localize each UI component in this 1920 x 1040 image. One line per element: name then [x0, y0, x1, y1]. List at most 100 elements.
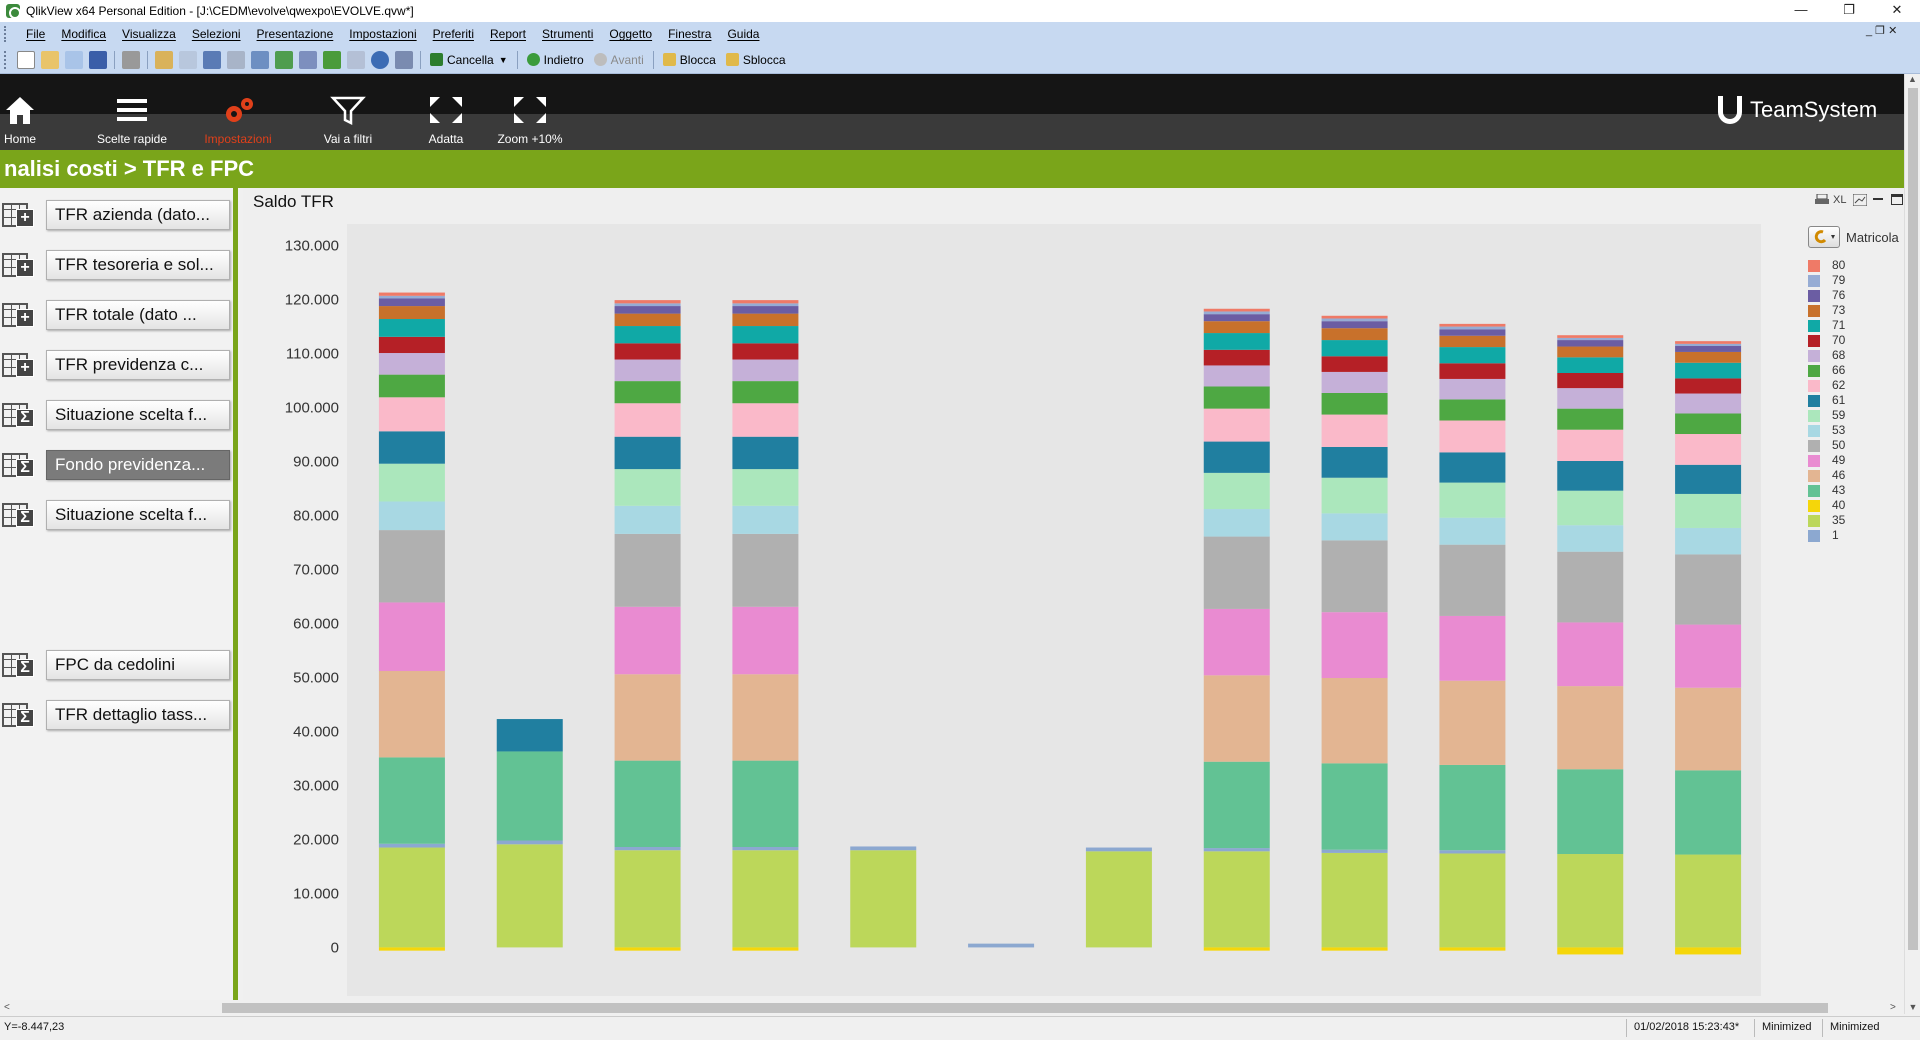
nav-home-button[interactable]: Home	[0, 94, 40, 146]
bar-segment-40[interactable]	[1557, 947, 1624, 955]
bar-segment-46[interactable]	[1321, 678, 1388, 764]
scroll-left-icon[interactable]: <	[4, 1002, 10, 1013]
bar-segment-61[interactable]	[1675, 464, 1742, 494]
bar-segment-59[interactable]	[1557, 490, 1624, 526]
bar-segment-80[interactable]	[732, 300, 799, 304]
bar-segment-53[interactable]	[1675, 527, 1742, 555]
check-icon[interactable]	[275, 50, 293, 69]
sidebar-item[interactable]: Σ Situazione scelta f...	[0, 498, 234, 532]
bar-segment-46[interactable]	[1203, 675, 1270, 762]
bar-segment-49[interactable]	[1321, 612, 1388, 679]
bar-segment-76[interactable]	[1321, 321, 1388, 329]
bar-segment-43[interactable]	[1557, 769, 1624, 855]
bar-segment-1[interactable]	[1321, 849, 1388, 853]
bar-segment-53[interactable]	[1557, 525, 1624, 552]
nav-fit-button[interactable]: Adatta	[426, 94, 466, 146]
bar-segment-68[interactable]	[1321, 371, 1388, 393]
bar-segment-73[interactable]	[614, 313, 681, 327]
bar-segment-80[interactable]	[614, 300, 681, 304]
bar-segment-79[interactable]	[614, 303, 681, 307]
forward-button[interactable]: Avanti	[589, 49, 649, 71]
bar-segment-62[interactable]	[1439, 420, 1506, 453]
bar-segment-50[interactable]	[378, 530, 445, 603]
legend-item[interactable]: 49	[1808, 453, 1845, 468]
bar-segment-35[interactable]	[732, 850, 799, 948]
bar-segment-1[interactable]	[496, 840, 563, 845]
sidebar-item[interactable]: Σ FPC da cedolini	[0, 648, 234, 682]
bar-segment-49[interactable]	[1675, 624, 1742, 688]
bar-segment-1[interactable]	[378, 843, 445, 848]
bar-segment-1[interactable]	[732, 846, 799, 851]
bar-segment-68[interactable]	[1439, 378, 1506, 400]
context-help-icon[interactable]	[395, 50, 413, 69]
menu-visualizza[interactable]: Visualizza	[122, 27, 176, 41]
new-document-icon[interactable]	[17, 50, 35, 69]
bar-segment-76[interactable]	[1203, 314, 1270, 322]
menu-grip[interactable]	[4, 26, 10, 42]
bar-segment-76[interactable]	[378, 298, 445, 307]
bar-segment-61[interactable]	[732, 436, 799, 470]
legend-item[interactable]: 59	[1808, 408, 1845, 423]
bar-segment-62[interactable]	[732, 403, 799, 437]
bar-segment-73[interactable]	[378, 306, 445, 320]
bar-segment-59[interactable]	[378, 463, 445, 502]
vertical-scrollbar[interactable]: ▲ ▼	[1904, 74, 1920, 1014]
chart-title[interactable]: Saldo TFR	[253, 192, 334, 211]
bar-segment-73[interactable]	[1675, 351, 1742, 363]
save-icon[interactable]	[89, 50, 107, 69]
bar-segment-66[interactable]	[614, 381, 681, 404]
menu-file[interactable]: File	[26, 27, 46, 41]
bar-segment-61[interactable]	[1321, 446, 1388, 478]
bar-segment-62[interactable]	[1203, 408, 1270, 442]
bar-segment-68[interactable]	[1557, 388, 1624, 409]
bar-segment-68[interactable]	[1203, 365, 1270, 387]
search-icon[interactable]	[251, 50, 269, 69]
toolbar-grip[interactable]	[4, 50, 10, 69]
horizontal-scrollbar[interactable]: < >	[0, 1000, 1904, 1016]
bar-segment-68[interactable]	[378, 353, 445, 375]
bar-segment-76[interactable]	[1675, 346, 1742, 352]
bar-segment-73[interactable]	[732, 313, 799, 327]
bar-segment-80[interactable]	[1439, 323, 1506, 327]
sidebar-item[interactable]: + TFR azienda (dato...	[0, 198, 234, 232]
bar-segment-50[interactable]	[1439, 544, 1506, 616]
mdi-controls[interactable]: _ ❐ ✕	[1866, 25, 1898, 37]
menu-preferiti[interactable]: Preferiti	[432, 27, 474, 41]
restore-window-button[interactable]: ❐	[1843, 2, 1855, 17]
menu-finestra[interactable]: Finestra	[668, 27, 712, 41]
bar-segment-70[interactable]	[1203, 349, 1270, 366]
bar-segment-49[interactable]	[732, 606, 799, 675]
bar-segment-76[interactable]	[1557, 340, 1624, 347]
legend-item[interactable]: 68	[1808, 348, 1845, 363]
cycle-dimension-button[interactable]	[1808, 226, 1840, 248]
bar-segment-40[interactable]	[1321, 947, 1388, 951]
bar-segment-80[interactable]	[1675, 341, 1742, 344]
reload-data-icon[interactable]	[179, 50, 197, 69]
bar-segment-46[interactable]	[1439, 680, 1506, 765]
bar-segment-70[interactable]	[1439, 363, 1506, 379]
bar-segment-43[interactable]	[1439, 764, 1506, 851]
bar-segment-61[interactable]	[378, 431, 445, 464]
bar-segment-53[interactable]	[1203, 509, 1270, 537]
bar-segment-43[interactable]	[1203, 761, 1270, 849]
bar-segment-66[interactable]	[1321, 392, 1388, 415]
bar-segment-59[interactable]	[1675, 493, 1742, 528]
bar-segment-35[interactable]	[1085, 851, 1152, 948]
bar-segment-59[interactable]	[614, 469, 681, 506]
bar-segment-46[interactable]	[1675, 687, 1742, 771]
bar-segment-79[interactable]	[378, 295, 445, 299]
nav-quick-choices-button[interactable]: Scelte rapide	[97, 94, 167, 146]
bar-segment-79[interactable]	[1321, 318, 1388, 322]
bar-segment-79[interactable]	[1203, 311, 1270, 315]
bar-segment-53[interactable]	[1321, 513, 1388, 541]
bar-segment-35[interactable]	[1203, 851, 1270, 948]
menu-strumenti[interactable]: Strumenti	[542, 27, 594, 41]
bar-segment-70[interactable]	[378, 336, 445, 354]
bar-segment-61[interactable]	[1203, 441, 1270, 473]
minimize-chart-button[interactable]	[1873, 198, 1883, 200]
legend-item[interactable]: 76	[1808, 288, 1845, 303]
scroll-up-icon[interactable]: ▲	[1908, 74, 1917, 84]
bar-segment-68[interactable]	[614, 359, 681, 382]
legend-item[interactable]: 66	[1808, 363, 1845, 378]
bar-segment-68[interactable]	[732, 359, 799, 382]
